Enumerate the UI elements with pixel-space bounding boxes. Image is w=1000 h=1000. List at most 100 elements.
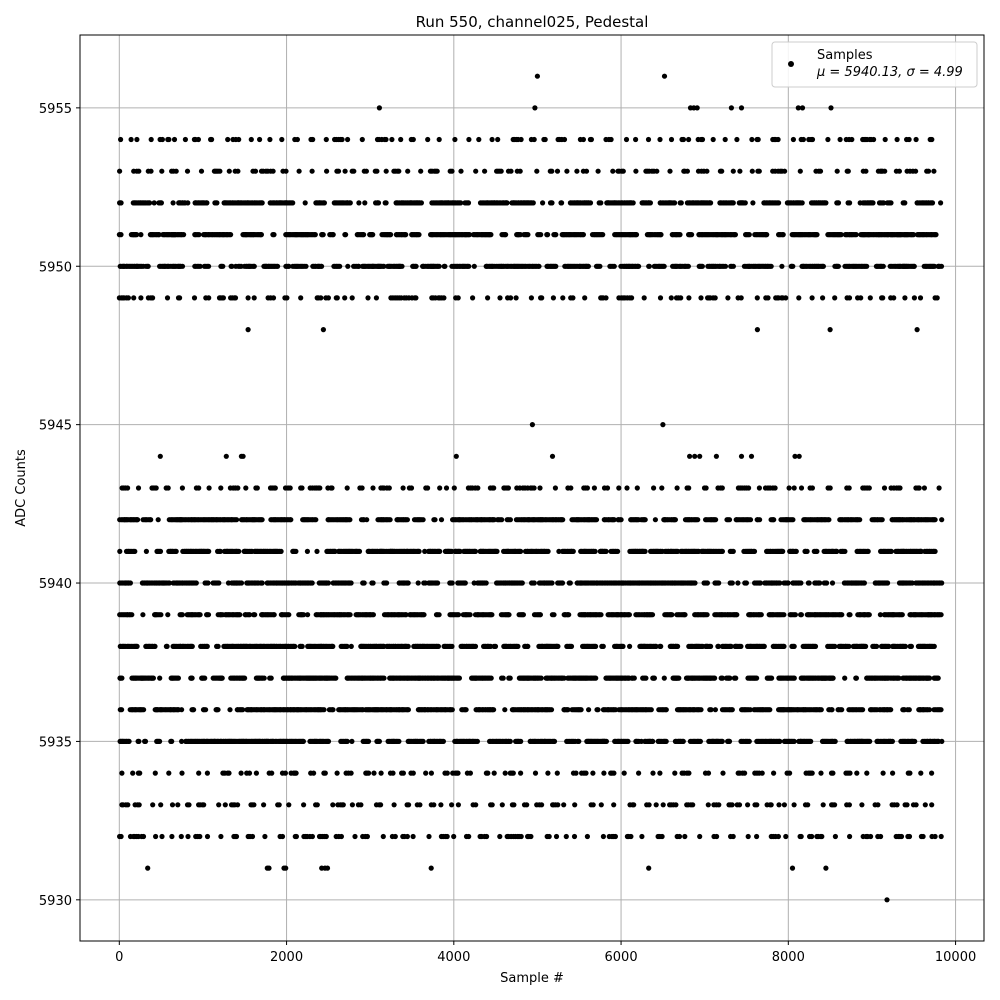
data-point [220, 263, 226, 269]
data-point [344, 738, 350, 745]
data-point [343, 232, 349, 238]
data-point [436, 263, 442, 269]
data-point [618, 517, 624, 523]
data-point [309, 580, 315, 586]
data-point [595, 707, 601, 713]
data-point [746, 232, 752, 238]
data-point [593, 517, 600, 523]
data-point [387, 517, 393, 523]
data-point [768, 263, 774, 269]
data-point [141, 707, 147, 713]
data-point [885, 580, 891, 586]
data-point [754, 675, 760, 681]
data-point [911, 263, 917, 269]
data-point [319, 263, 325, 269]
data-point [215, 643, 221, 650]
data-point [764, 232, 770, 238]
data-point [545, 548, 551, 555]
data-point [689, 232, 695, 238]
data-point [370, 612, 376, 618]
data-point [251, 263, 257, 269]
data-point [292, 643, 298, 650]
data-point [300, 738, 306, 745]
data-point [814, 548, 820, 555]
data-point [515, 643, 521, 650]
data-point [769, 675, 775, 681]
data-point [611, 263, 617, 269]
data-point [646, 263, 653, 269]
data-point [719, 675, 726, 681]
data-point [777, 738, 783, 745]
data-point [467, 612, 473, 618]
data-point [902, 643, 909, 650]
data-point [518, 738, 524, 745]
data-point [216, 580, 222, 586]
data-point [804, 548, 810, 555]
data-point [658, 232, 664, 238]
data-point [127, 580, 133, 586]
data-point [751, 548, 758, 555]
data-point [193, 580, 199, 586]
data-point [716, 580, 722, 586]
data-point [215, 707, 221, 713]
data-point [780, 548, 786, 555]
data-point [449, 643, 455, 650]
data-point [699, 263, 706, 269]
data-point [839, 612, 845, 618]
data-point [388, 232, 394, 238]
data-point [345, 263, 351, 269]
data-point [685, 263, 692, 269]
data-point [586, 707, 592, 713]
data-point [179, 612, 185, 618]
data-point [661, 675, 667, 681]
data-points [116, 73, 945, 903]
data-point [416, 548, 422, 555]
data-point [598, 612, 604, 618]
data-point [152, 643, 158, 650]
data-point [258, 232, 264, 238]
data-point [939, 517, 945, 523]
data-point [712, 707, 719, 713]
data-point [463, 707, 469, 713]
data-point [259, 580, 265, 586]
data-point [729, 580, 735, 586]
data-point [525, 232, 531, 238]
data-point [661, 263, 667, 269]
data-point [312, 232, 318, 238]
data-point [520, 612, 527, 618]
data-point [150, 675, 156, 681]
data-point [179, 707, 185, 713]
data-point [627, 643, 633, 650]
data-point [238, 580, 245, 586]
data-point [553, 232, 559, 238]
data-point [259, 517, 265, 523]
data-point [649, 612, 656, 618]
data-point [119, 707, 125, 713]
data-point [555, 643, 561, 650]
data-point [129, 612, 135, 618]
data-point [719, 738, 725, 745]
data-point [449, 580, 455, 586]
data-point [189, 675, 195, 681]
data-point [625, 738, 631, 745]
data-point [271, 612, 277, 618]
data-point [321, 707, 327, 713]
data-point [471, 263, 477, 269]
data-point [926, 707, 933, 713]
data-point [806, 580, 812, 586]
data-point [938, 263, 945, 269]
data-point [126, 738, 132, 745]
data-point [938, 707, 944, 713]
data-point [204, 643, 210, 650]
data-point [403, 232, 409, 238]
data-point [271, 232, 277, 238]
data-point [240, 707, 246, 713]
data-point [435, 580, 441, 586]
data-point [252, 612, 258, 618]
data-point [570, 548, 576, 555]
data-point [743, 580, 750, 586]
data-point [219, 675, 225, 681]
data-point [593, 675, 599, 681]
data-point [472, 643, 479, 650]
data-point [364, 517, 370, 523]
